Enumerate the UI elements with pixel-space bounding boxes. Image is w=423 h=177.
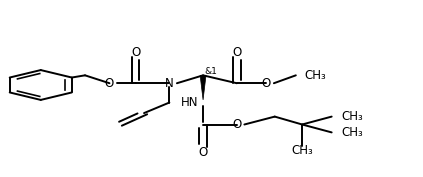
Polygon shape [200,75,206,100]
Text: O: O [232,46,242,59]
Text: &1: &1 [204,67,217,76]
Text: CH₃: CH₃ [304,69,326,82]
Text: CH₃: CH₃ [291,144,313,157]
Text: O: O [232,118,242,131]
Text: O: O [105,77,114,90]
Text: CH₃: CH₃ [341,126,363,139]
Text: N: N [165,77,174,90]
Text: HN: HN [181,96,199,109]
Text: CH₃: CH₃ [341,110,363,123]
Text: O: O [131,46,140,59]
Text: O: O [198,146,208,159]
Text: O: O [262,77,271,90]
